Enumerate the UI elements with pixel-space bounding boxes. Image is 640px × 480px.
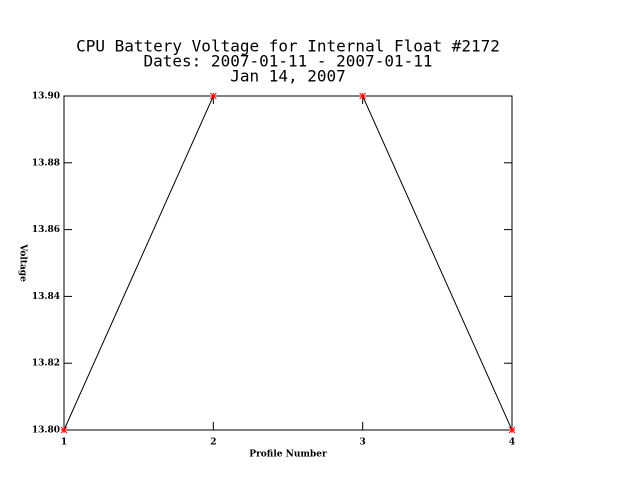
x-tick-label: 2 xyxy=(210,438,216,448)
chart-subtitle: Dates: 2007-01-11 - 2007-01-11 xyxy=(144,52,433,71)
y-tick-label: 13.86 xyxy=(32,225,60,235)
x-tick-label: 1 xyxy=(61,438,67,448)
data-marker xyxy=(60,426,68,434)
data-marker xyxy=(209,92,217,100)
y-tick-label: 13.84 xyxy=(32,292,60,302)
data-marker xyxy=(359,92,367,100)
chart-title: CPU Battery Voltage for Internal Float #… xyxy=(76,37,500,56)
y-axis-label: Voltage xyxy=(18,243,28,282)
chart-date: Jan 14, 2007 xyxy=(230,67,346,86)
y-tick-label: 13.80 xyxy=(32,426,60,436)
y-tick-label: 13.82 xyxy=(32,359,60,369)
y-tick-label: 13.88 xyxy=(32,158,60,168)
y-tick-label: 13.90 xyxy=(32,92,60,102)
x-tick-label: 3 xyxy=(360,438,366,448)
data-marker xyxy=(508,426,516,434)
x-tick-label: 4 xyxy=(509,438,515,448)
data-line xyxy=(63,95,513,431)
x-axis-label: Profile Number xyxy=(249,450,327,460)
